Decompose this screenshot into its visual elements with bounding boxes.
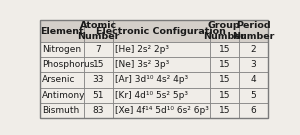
Text: 15: 15: [218, 60, 230, 69]
Text: 5: 5: [250, 91, 256, 100]
Text: 15: 15: [218, 91, 230, 100]
Bar: [210, 42, 239, 57]
Text: Arsenic: Arsenic: [42, 75, 75, 85]
Bar: [239, 20, 268, 42]
Bar: [113, 103, 210, 118]
Text: Element: Element: [40, 27, 84, 36]
Bar: [40, 103, 84, 118]
Bar: [84, 42, 113, 57]
Text: 15: 15: [218, 106, 230, 115]
Text: [Ne] 3s² 3p³: [Ne] 3s² 3p³: [115, 60, 169, 69]
Text: Period
Number: Period Number: [232, 21, 274, 41]
Text: [Kr] 4d¹⁰ 5s² 5p³: [Kr] 4d¹⁰ 5s² 5p³: [115, 91, 188, 100]
Text: [Ar] 3d¹⁰ 4s² 4p³: [Ar] 3d¹⁰ 4s² 4p³: [115, 75, 188, 85]
Bar: [210, 72, 239, 88]
Bar: [40, 57, 84, 72]
Text: 51: 51: [93, 91, 104, 100]
Text: 2: 2: [250, 45, 256, 54]
Bar: [239, 88, 268, 103]
Bar: [84, 88, 113, 103]
Text: Nitrogen: Nitrogen: [42, 45, 81, 54]
Bar: [113, 88, 210, 103]
Text: Antimony: Antimony: [42, 91, 85, 100]
Bar: [40, 72, 84, 88]
Bar: [239, 42, 268, 57]
Bar: [210, 103, 239, 118]
Text: Bismuth: Bismuth: [42, 106, 79, 115]
Bar: [210, 57, 239, 72]
Bar: [40, 42, 84, 57]
Text: 7: 7: [95, 45, 101, 54]
Bar: [113, 72, 210, 88]
Bar: [40, 88, 84, 103]
Text: Electronic Configuration: Electronic Configuration: [96, 27, 226, 36]
Text: 3: 3: [250, 60, 256, 69]
Bar: [210, 88, 239, 103]
Bar: [84, 20, 113, 42]
Text: 15: 15: [218, 75, 230, 85]
Bar: [113, 20, 210, 42]
Bar: [84, 103, 113, 118]
Text: 83: 83: [93, 106, 104, 115]
Text: 6: 6: [250, 106, 256, 115]
Text: [Xe] 4f¹⁴ 5d¹⁰ 6s² 6p³: [Xe] 4f¹⁴ 5d¹⁰ 6s² 6p³: [115, 106, 208, 115]
Text: Atomic
Number: Atomic Number: [77, 21, 119, 41]
Text: 33: 33: [93, 75, 104, 85]
Bar: [210, 20, 239, 42]
Bar: [239, 103, 268, 118]
Bar: [239, 57, 268, 72]
Text: 15: 15: [218, 45, 230, 54]
Text: Group
Number: Group Number: [203, 21, 245, 41]
Bar: [84, 57, 113, 72]
Bar: [113, 57, 210, 72]
Text: [He] 2s² 2p³: [He] 2s² 2p³: [115, 45, 169, 54]
Text: 15: 15: [93, 60, 104, 69]
Bar: [84, 72, 113, 88]
Bar: [239, 72, 268, 88]
Bar: [113, 42, 210, 57]
Bar: [40, 20, 84, 42]
Text: Phosphorus: Phosphorus: [42, 60, 94, 69]
Text: 4: 4: [250, 75, 256, 85]
